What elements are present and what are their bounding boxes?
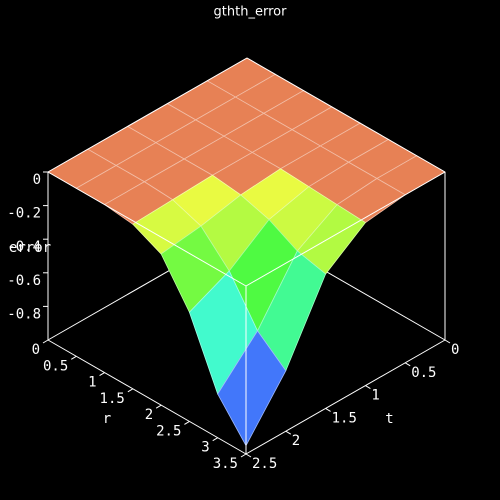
x-tick — [99, 372, 105, 377]
x-tick — [42, 339, 49, 344]
x-tick-label: 3 — [201, 440, 209, 456]
y-tick-label: 2 — [292, 433, 300, 449]
chart-title: gthth_error — [214, 5, 288, 20]
z-axis-label: error — [9, 240, 51, 256]
y-tick — [404, 362, 411, 367]
y-axis-label: t — [385, 411, 393, 427]
x-tick-label: 2 — [145, 407, 153, 423]
y-tick-label: 0.5 — [411, 365, 436, 381]
z-tick-label: -0.6 — [7, 273, 41, 289]
x-tick-label: 3.5 — [213, 456, 238, 472]
x-tick-label: 0 — [32, 342, 40, 358]
z-tick-label: -0.4 — [7, 239, 41, 255]
x-tick — [184, 420, 190, 425]
x-tick — [155, 404, 162, 409]
x-axis-label: r — [103, 411, 111, 427]
y-tick — [365, 385, 371, 390]
x-tick — [127, 388, 134, 393]
box-edge — [47, 339, 247, 455]
y-tick — [325, 407, 331, 412]
box-edge — [47, 171, 247, 287]
z-tick-label: 0 — [33, 172, 41, 188]
x-tick-label: 0.5 — [43, 358, 68, 374]
z-tick-label: -0.2 — [7, 206, 41, 222]
y-tick — [285, 430, 292, 435]
box-edge — [47, 57, 248, 173]
x-tick-label: 1.5 — [100, 391, 125, 407]
y-tick-label: 1 — [371, 388, 379, 404]
y-tick-label: 1.5 — [332, 410, 357, 426]
box-edge — [245, 339, 446, 455]
y-tick — [444, 339, 451, 344]
x-tick — [212, 437, 218, 442]
x-tick-label: 1 — [88, 375, 96, 391]
x-tick-label: 2.5 — [156, 423, 181, 439]
z-tick-label: -0.8 — [7, 306, 41, 322]
box-edge — [246, 57, 446, 173]
x-tick — [71, 355, 77, 360]
y-tick-label: 0 — [451, 342, 459, 358]
box-edge — [245, 171, 446, 287]
y-tick — [245, 453, 252, 458]
x-tick — [240, 453, 247, 458]
y-tick-label: 2.5 — [252, 456, 277, 472]
